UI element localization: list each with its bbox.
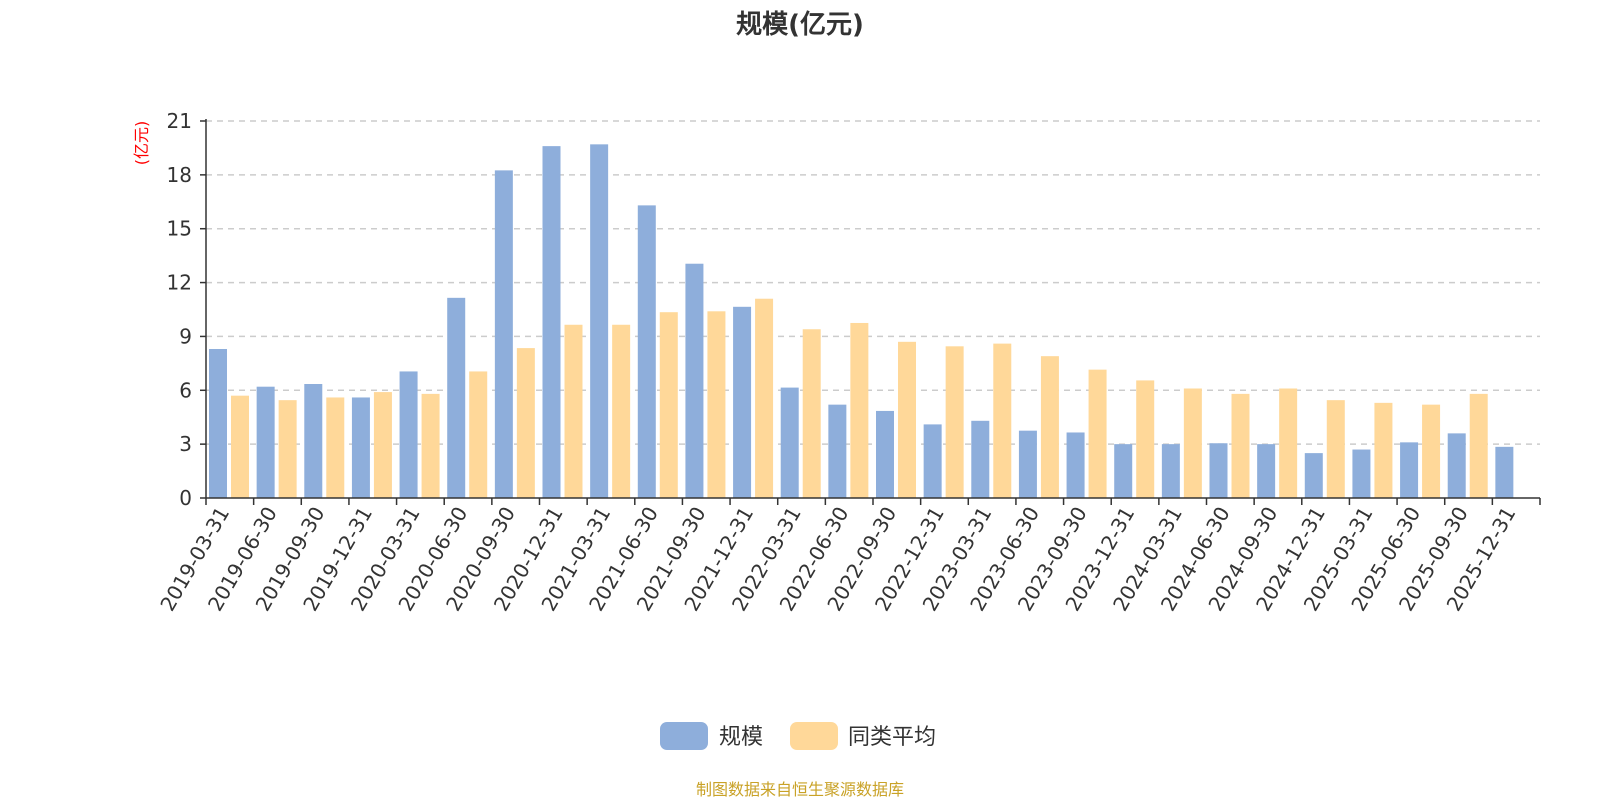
y-tick-label: 0 (179, 486, 192, 510)
bar-scale (1495, 446, 1514, 498)
bar-peer-average (231, 395, 249, 498)
bar-peer-average (373, 392, 392, 498)
bar-peer-average (1136, 380, 1155, 498)
bar-scale (304, 384, 323, 498)
bar-scale (1257, 444, 1276, 498)
bar-scale (494, 170, 513, 498)
bar-peer-average (898, 341, 916, 498)
bar-scale (733, 306, 752, 498)
bar-peer-average (326, 397, 345, 498)
grid-lines (206, 120, 1540, 445)
bar-peer-average (278, 400, 297, 498)
y-tick-label: 9 (179, 324, 192, 348)
bar-scale (1018, 430, 1037, 498)
bar-scale (256, 386, 275, 498)
bar-scale (1352, 449, 1371, 498)
bar-scale (828, 404, 847, 498)
bar-scale (351, 397, 370, 498)
bar-scale (447, 297, 466, 498)
bar-peer-average (1469, 393, 1488, 498)
y-tick-label: 18 (167, 163, 192, 187)
x-tick-labels: 2019-03-312019-06-302019-09-302019-12-31… (155, 498, 1541, 615)
bar-peer-average (659, 312, 678, 498)
bar-peer-average (945, 346, 964, 498)
bar-peer-average (850, 322, 869, 498)
legend-label-peer-average: 同类平均 (848, 725, 936, 750)
legend-item-scale[interactable]: 规模 (660, 722, 763, 750)
bar-peer-average (421, 393, 440, 498)
y-tick-label: 12 (167, 271, 192, 295)
bar-peer-average (469, 371, 488, 498)
bar-scale (1066, 432, 1085, 498)
bar-peer-average (612, 324, 631, 498)
bar-peer-average (1279, 388, 1298, 498)
bar-scale (1400, 442, 1419, 498)
chart-title: 规模(亿元) (736, 10, 864, 40)
y-tick-label: 3 (179, 432, 192, 456)
bar-peer-average (707, 311, 726, 498)
bar-peer-average (1374, 402, 1393, 498)
bar-scale (1114, 444, 1133, 498)
bar-peer-average (802, 329, 821, 498)
bar-scale (399, 371, 418, 498)
bar-peer-average (516, 348, 535, 498)
y-tick-label: 15 (167, 217, 192, 241)
bar-scale (637, 205, 656, 498)
bar-scale (1161, 444, 1180, 498)
bars (209, 144, 1514, 499)
bar-peer-average (993, 343, 1012, 498)
bar-scale (685, 263, 704, 498)
bar-scale (971, 420, 990, 498)
bar-peer-average (1040, 356, 1059, 498)
bar-scale (1447, 433, 1466, 498)
bar-peer-average (1422, 404, 1441, 498)
bar-peer-average (755, 298, 774, 498)
bar-scale (780, 387, 799, 498)
data-source-note: 制图数据来自恒生聚源数据库 (696, 780, 904, 799)
bar-scale (923, 424, 942, 498)
legend: 规模 同类平均 (660, 722, 936, 750)
bar-scale (876, 410, 894, 498)
legend-item-peer-average[interactable]: 同类平均 (790, 722, 936, 750)
bar-scale (542, 146, 561, 498)
legend-swatch-peer-average (790, 722, 838, 750)
y-tick-labels: 0 3 6 9 12 15 18 21 (167, 109, 206, 510)
bar-peer-average (1088, 369, 1107, 498)
bar-scale (1209, 443, 1228, 498)
bar-peer-average (1183, 388, 1202, 498)
bar-peer-average (1231, 393, 1250, 498)
y-tick-label: 21 (167, 109, 192, 133)
bar-scale (590, 144, 609, 499)
bar-peer-average (1326, 400, 1345, 498)
y-tick-label: 6 (179, 378, 192, 402)
y-axis-unit-label: (亿元) (132, 121, 151, 166)
bar-peer-average (564, 324, 583, 498)
legend-label-scale: 规模 (719, 725, 763, 750)
bar-scale (209, 348, 227, 498)
legend-swatch-scale (660, 722, 708, 750)
bar-scale (1304, 453, 1323, 498)
